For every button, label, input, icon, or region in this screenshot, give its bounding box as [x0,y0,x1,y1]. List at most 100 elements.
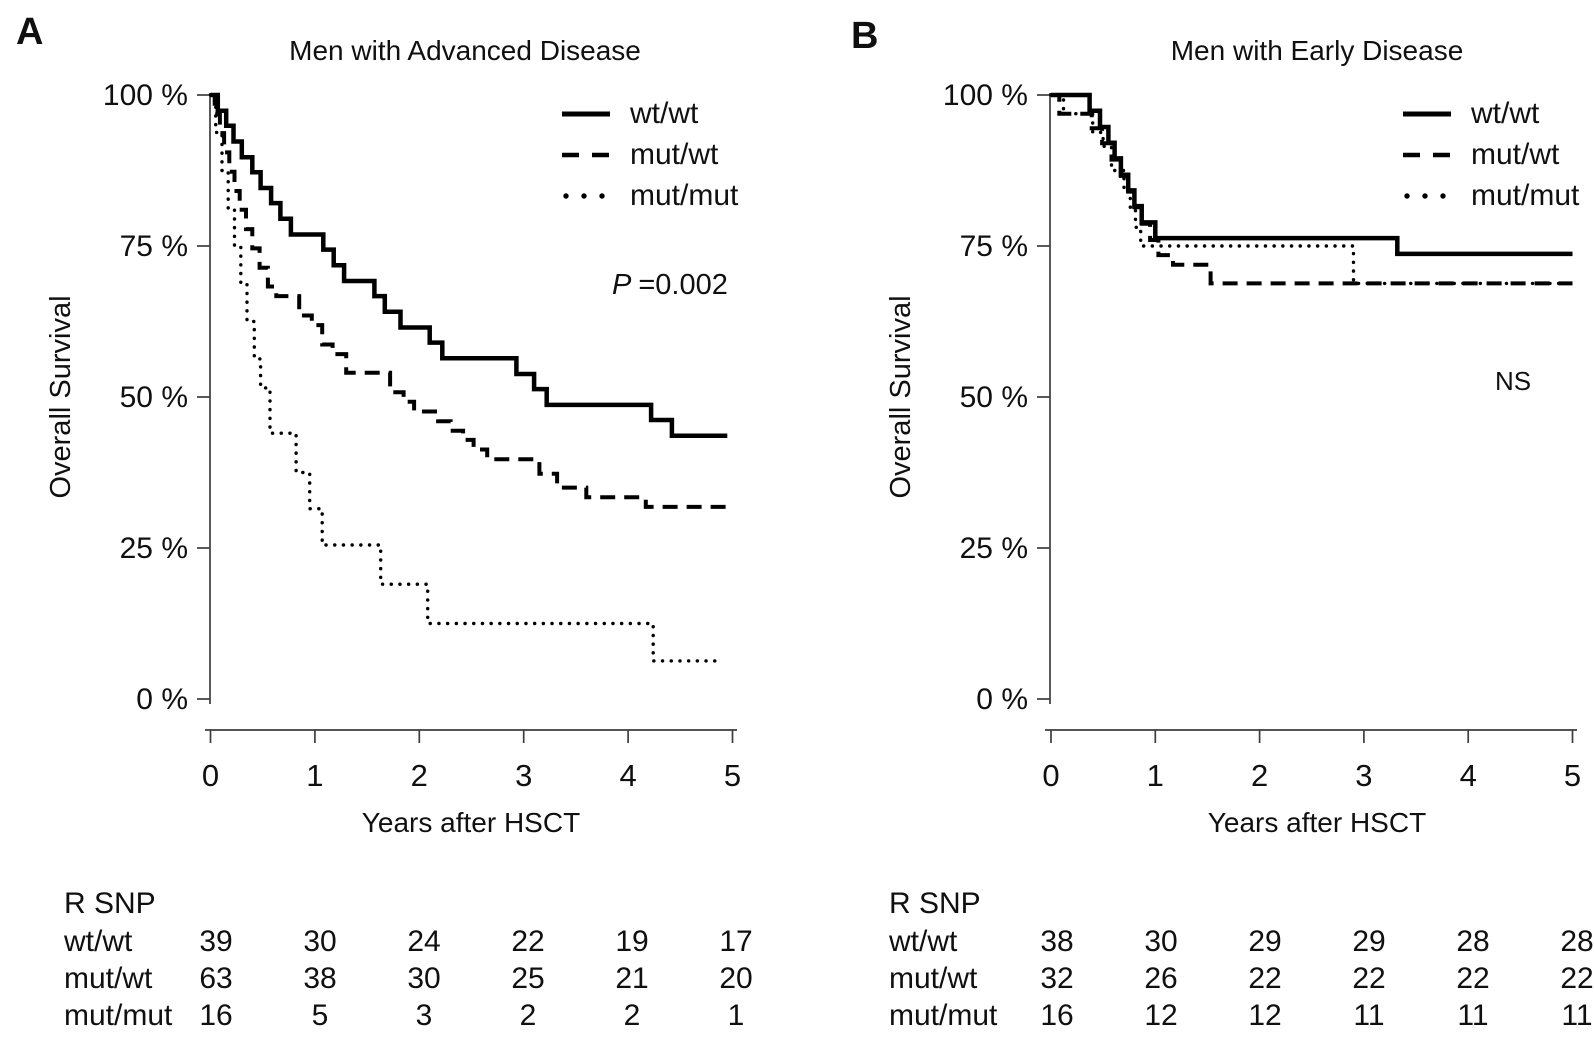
panel-b-x-axis: 0 1 2 3 4 5 [1042,729,1581,793]
y-tick-label: 100 % [943,79,1028,112]
risk-count: 30 [407,962,440,995]
risk-count: 25 [511,962,544,995]
panel-a-x-axis-title: Years after HSCT [362,807,580,838]
risk-count: 3 [416,999,433,1032]
risk-table-header: R SNP [64,887,156,920]
risk-count: 22 [1352,962,1385,995]
risk-count: 32 [1040,962,1073,995]
risk-count: 11 [1353,999,1384,1032]
y-tick-label: 0 % [136,683,188,716]
risk-count: 19 [615,925,648,958]
panel-b-x-axis-title: Years after HSCT [1208,807,1426,838]
panel-b-title: Men with Early Disease [1171,35,1464,66]
risk-count: 24 [407,925,440,958]
x-tick-label: 0 [1042,758,1059,793]
risk-count: 16 [199,999,232,1032]
legend-label: mut/mut [1471,179,1580,212]
risk-count: 28 [1560,925,1593,958]
y-tick-label: 0 % [976,683,1028,716]
risk-count: 22 [1248,962,1281,995]
legend-dotted-line-sample [563,193,605,199]
y-tick-label: 75 % [960,230,1028,263]
x-tick-label: 4 [1460,758,1477,793]
risk-count: 5 [312,999,329,1032]
panel-b: B Men with Early Disease 100 % 75 % 50 %… [851,15,1594,1032]
risk-count: 28 [1456,925,1489,958]
risk-row-label: wt/wt [63,925,133,958]
y-tick-label: 100 % [103,79,188,112]
risk-count: 2 [520,999,537,1032]
km-curve-mut-wt [210,93,727,509]
y-tick-label: 50 % [960,381,1028,414]
panel-b-y-axis-title: Overall Survival [885,295,917,498]
panel-b-y-axis: 100 % 75 % 50 % 25 % 0 % [943,79,1051,716]
x-tick-label: 2 [1251,758,1268,793]
x-tick-label: 1 [1147,758,1164,793]
risk-row-label: wt/wt [888,925,958,958]
panel-a-label: A [16,11,43,53]
risk-count: 2 [624,999,641,1032]
km-curve-mut-mut [208,93,719,663]
x-tick-label: 1 [306,758,323,793]
legend-label: mut/wt [630,138,719,171]
p-symbol: P [612,269,632,301]
risk-count: 22 [511,925,544,958]
legend-label: wt/wt [629,97,699,130]
risk-count: 20 [719,962,752,995]
km-curve-wt-wt [1051,92,1573,257]
risk-count: 11 [1457,999,1488,1032]
legend-label: wt/wt [1470,97,1540,130]
x-tick-label: 0 [202,758,219,793]
risk-count: 21 [615,962,648,995]
risk-count: 30 [303,925,336,958]
x-tick-label: 5 [724,758,741,793]
x-tick-label: 5 [1564,758,1581,793]
risk-count: 29 [1248,925,1281,958]
x-tick-label: 3 [1355,758,1372,793]
x-tick-label: 4 [619,758,636,793]
y-tick-label: 75 % [120,230,188,263]
legend-dotted-line-sample [1404,193,1446,199]
risk-count: 22 [1456,962,1489,995]
risk-count: 38 [1040,925,1073,958]
panel-b-legend: wt/wt mut/wt mut/mut [1403,97,1580,212]
legend-label: mut/wt [1471,138,1560,171]
legend-label: mut/mut [630,179,739,212]
y-tick-label: 25 % [120,532,188,565]
risk-row-label: mut/mut [889,999,998,1032]
risk-count: 12 [1144,999,1177,1032]
ns-annotation: NS [1495,366,1531,396]
panel-a-y-axis-title: Overall Survival [45,295,77,498]
risk-count: 16 [1040,999,1073,1032]
panel-a-title: Men with Advanced Disease [289,35,641,66]
risk-count: 39 [199,925,232,958]
risk-table-header: R SNP [889,887,981,920]
panel-b-label: B [851,15,878,57]
risk-count: 29 [1352,925,1385,958]
risk-row-label: mut/wt [889,962,978,995]
risk-count: 1 [728,999,745,1032]
y-tick-label: 25 % [960,532,1028,565]
risk-count: 22 [1560,962,1593,995]
km-curve-mut-mut [1049,93,1575,286]
risk-row-label: mut/wt [64,962,153,995]
risk-count: 63 [199,962,232,995]
km-curve-wt-wt [210,92,728,438]
risk-count: 26 [1144,962,1177,995]
p-value: NS [1495,366,1531,396]
panel-a-y-axis: 100 % 75 % 50 % 25 % 0 % [103,79,211,716]
risk-row-label: mut/mut [64,999,173,1032]
panel-a-x-axis: 0 1 2 3 4 5 [202,729,741,793]
risk-count: 12 [1248,999,1281,1032]
risk-count: 11 [1561,999,1592,1032]
risk-count: 38 [303,962,336,995]
risk-count: 17 [719,925,752,958]
risk-count: 30 [1144,925,1177,958]
panel-a-risk-table: R SNP wt/wt 39 30 24 22 19 17 mut/wt 63 … [63,887,753,1032]
panel-b-risk-table: R SNP wt/wt 38 30 29 29 28 28 mut/wt 32 … [888,887,1594,1032]
panel-a: A Men with Advanced Disease 100 % 75 % 5… [16,11,753,1032]
p-value-annotation: P =0.002 [612,269,728,301]
p-value: =0.002 [638,269,728,301]
x-tick-label: 2 [411,758,428,793]
